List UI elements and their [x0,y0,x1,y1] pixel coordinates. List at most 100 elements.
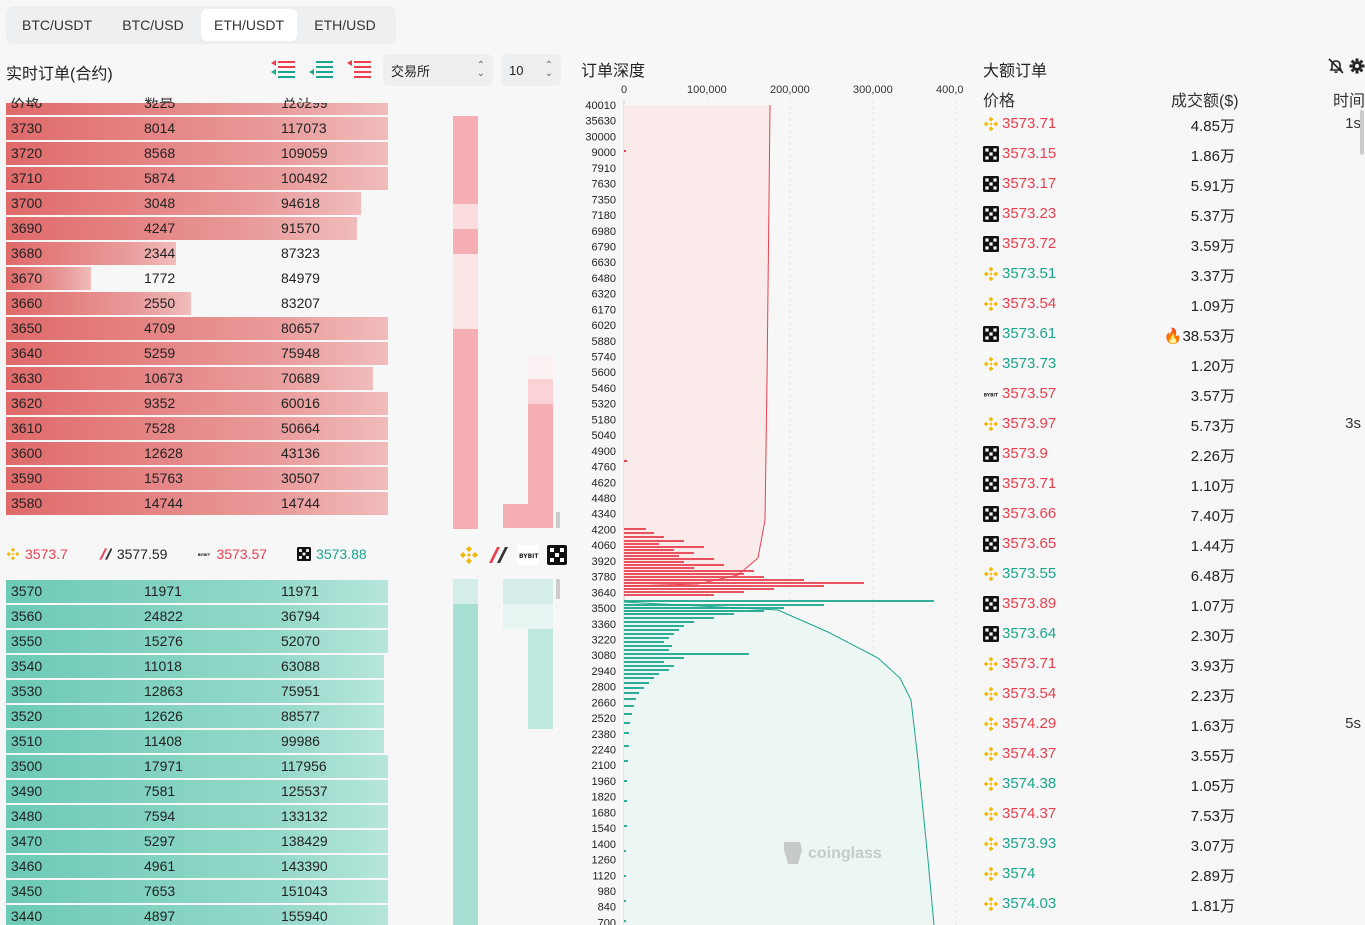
large-order-row[interactable]: BYBIT 3573.57 3.57万 [983,379,1365,409]
tab-btc-usd[interactable]: BTC/USD [122,17,184,33]
ask-row[interactable]: 3710 5874 100492 [6,166,396,191]
depth-select[interactable]: 10 ⌃ ⌄ [501,54,561,86]
view-asks-icon[interactable] [346,58,372,80]
ask-row[interactable]: 3640 5259 75948 [6,341,396,366]
bid-row[interactable]: 3530 12863 75951 [6,679,396,704]
bid-row[interactable]: 3440 4897 155940 [6,904,396,925]
scrollbar-bids[interactable] [556,579,560,599]
ask-depth-bar [6,317,389,340]
bid-row[interactable]: 3550 15276 52070 [6,629,396,654]
large-order-row[interactable]: 3573.65 1.44万 [983,529,1365,559]
mini-bars-okx-asks [503,355,553,528]
bid-depth-bar [6,680,385,703]
bybit-filter-icon[interactable]: BYBIT [517,545,539,565]
bid-depth-bar [6,655,385,678]
bitmex-filter-icon[interactable] [487,545,509,565]
large-order-row[interactable]: 3573.97 5.73万 3s [983,409,1365,439]
binance-filter-icon[interactable] [459,545,479,565]
large-order-row[interactable]: 3573.54 1.09万 [983,289,1365,319]
ask-row[interactable]: 3650 4709 80657 [6,316,396,341]
ask-depth-bar [6,117,389,140]
exchange-select[interactable]: 交易所 ⌃ ⌄ [383,54,493,86]
large-order-row[interactable]: 3573.55 6.48万 [983,559,1365,589]
exchange-logo [983,836,999,852]
large-order-row[interactable]: 3573.71 1.10万 [983,469,1365,499]
bid-row[interactable]: 3520 12626 88577 [6,704,396,729]
bid-row[interactable]: 3560 24822 36794 [6,604,396,629]
view-both-icon[interactable] [270,58,296,80]
ask-row[interactable]: 3660 2550 83207 [6,291,396,316]
large-order-row[interactable]: 3574.38 1.05万 [983,769,1365,799]
bid-row[interactable]: 3460 4961 143390 [6,854,396,879]
large-order-row[interactable]: 3573.93 3.07万 [983,829,1365,859]
gear-icon[interactable] [1349,58,1365,79]
ask-row[interactable]: 3680 2344 87323 [6,241,396,266]
large-order-row[interactable]: 3573.54 2.23万 [983,679,1365,709]
bell-off-icon[interactable] [1328,58,1344,79]
large-order-row[interactable]: 3573.66 7.40万 [983,499,1365,529]
large-order-row[interactable]: 3574 2.89万 [983,859,1365,889]
large-order-row[interactable]: 3574.03 1.81万 [983,889,1365,919]
ask-row[interactable]: 3600 12628 43136 [6,441,396,466]
ask-row[interactable]: 3740 3225 120299 [6,103,396,116]
ask-row[interactable]: 3700 3048 94618 [6,191,396,216]
ask-price: 3700 [11,195,43,211]
okx-filter-icon[interactable] [547,545,567,565]
tab-btc-usdt[interactable]: BTC/USDT [22,17,92,33]
large-order-amount-value: 6.48万 [1190,568,1235,585]
large-order-row[interactable]: 3573.23 5.37万 [983,199,1365,229]
large-order-row[interactable]: 3573.64 2.30万 [983,619,1365,649]
ask-row[interactable]: 3590 15763 30507 [6,466,396,491]
large-order-row[interactable]: 3573.9 2.26万 [983,439,1365,469]
bid-row[interactable]: 3480 7594 133132 [6,804,396,829]
ask-qty: 8568 [144,145,176,161]
ask-row[interactable]: 3580 14744 14744 [6,491,396,516]
depth-bid-bar [624,610,764,612]
ask-depth-bar [6,217,358,240]
bid-depth-bar [6,630,389,653]
view-bids-icon[interactable] [308,58,334,80]
large-order-row[interactable]: 3573.15 1.86万 [983,139,1365,169]
ask-row[interactable]: 3630 10673 70689 [6,366,396,391]
ask-row[interactable]: 3690 4247 91570 [6,216,396,241]
bid-row[interactable]: 3470 5297 138429 [6,829,396,854]
bid-row[interactable]: 3540 11018 63088 [6,654,396,679]
large-order-row[interactable]: 3574.37 7.53万 [983,799,1365,829]
ask-row[interactable]: 3730 8014 117073 [6,116,396,141]
large-orders-scrollbar[interactable] [1360,110,1364,155]
ask-total: 30507 [281,470,320,486]
large-order-row[interactable]: 3573.51 3.37万 [983,259,1365,289]
bid-row[interactable]: 3490 7581 125537 [6,779,396,804]
ask-qty: 3048 [144,195,176,211]
bid-price: 3540 [11,658,43,674]
large-order-row[interactable]: 3573.17 5.91万 [983,169,1365,199]
ask-row[interactable]: 3670 1772 84979 [6,266,396,291]
ask-row[interactable]: 3610 7528 50664 [6,416,396,441]
large-order-price: 3573.71 [1002,475,1057,492]
large-order-row[interactable]: 3573.89 1.07万 [983,589,1365,619]
ask-price: 3590 [11,470,43,486]
bid-price: 3490 [11,783,43,799]
large-order-row[interactable]: 3574.37 3.55万 [983,739,1365,769]
ask-price: 3580 [11,495,43,511]
large-order-price: 3573.23 [1002,205,1057,222]
bid-row[interactable]: 3570 11971 11971 [6,579,396,604]
large-order-row[interactable]: 3573.61 🔥38.53万 [983,319,1365,349]
bid-row[interactable]: 3450 7653 151043 [6,879,396,904]
tab-eth-usd[interactable]: ETH/USD [314,17,376,33]
bid-row[interactable]: 3500 17971 117956 [6,754,396,779]
large-order-row[interactable]: 3573.72 3.59万 [983,229,1365,259]
large-order-row[interactable]: 3573.71 3.93万 [983,649,1365,679]
large-order-row[interactable]: 3573.73 1.20万 [983,349,1365,379]
large-order-price: 3574.03 [1002,895,1057,912]
bid-depth-bar [6,730,385,753]
large-order-price: 3573.71 [1002,655,1057,672]
scrollbar-asks[interactable] [556,512,560,528]
large-orders-title: 大额订单 [983,63,1048,80]
large-order-row[interactable]: 3573.71 4.85万 1s [983,109,1365,139]
ask-row[interactable]: 3720 8568 109059 [6,141,396,166]
tab-eth-usdt[interactable]: ETH/USDT [201,9,297,41]
large-order-row[interactable]: 3574.29 1.63万 5s [983,709,1365,739]
bid-row[interactable]: 3510 11408 99986 [6,729,396,754]
ask-row[interactable]: 3620 9352 60016 [6,391,396,416]
